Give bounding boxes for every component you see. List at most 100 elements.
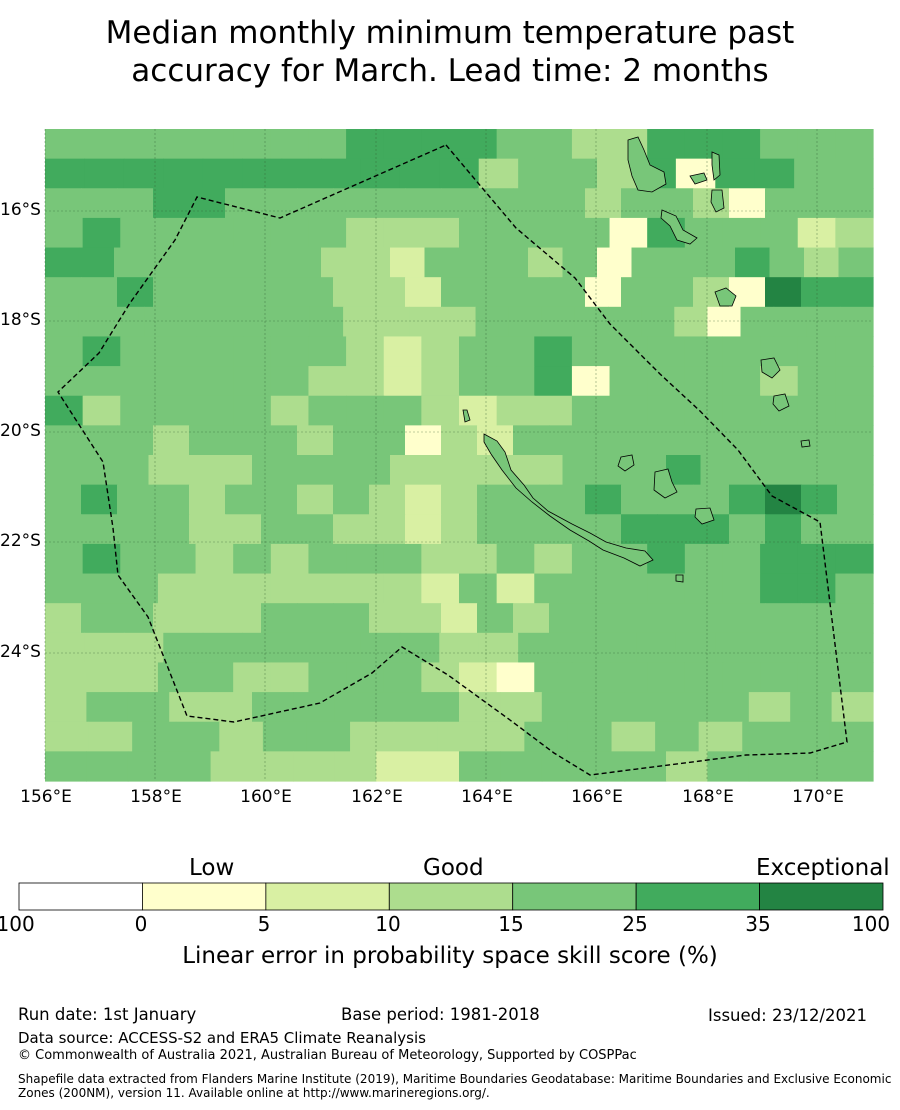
skill-cell [513, 425, 550, 456]
skill-cell [621, 425, 658, 456]
skill-cell [297, 603, 334, 634]
skill-cell [225, 425, 262, 456]
skill-cell [839, 306, 874, 338]
skill-cell [534, 395, 573, 426]
skill-cell [45, 662, 84, 693]
skill-cell [369, 603, 406, 634]
skill-cell [621, 484, 658, 515]
skill-cell [333, 188, 370, 219]
skill-cell [383, 129, 422, 160]
skill-cell [45, 188, 82, 219]
skill-cell [804, 247, 840, 278]
skill-cell [833, 632, 874, 664]
skill-cell [405, 603, 442, 634]
colorbar-tick-100: 100 [851, 912, 891, 936]
skill-cell [459, 543, 498, 575]
skill-cell [202, 632, 243, 664]
skill-cell [583, 751, 626, 782]
skill-cell [297, 425, 334, 456]
skill-cell [111, 306, 145, 338]
skill-cell [346, 395, 385, 426]
skill-cell [355, 247, 391, 278]
skill-cell [684, 662, 724, 693]
islands [462, 136, 811, 583]
skill-cell [421, 217, 460, 249]
lat-label-20: 20°S [0, 421, 41, 441]
skill-cell [376, 751, 419, 782]
skill-cell [421, 395, 460, 426]
skill-cell [281, 158, 322, 189]
skill-cell [261, 514, 298, 545]
skill-cell [700, 247, 736, 278]
skill-cell [81, 425, 118, 456]
skill-cell [459, 662, 498, 693]
skill-cell [534, 573, 573, 604]
skill-cell [153, 603, 190, 634]
skill-cell [609, 336, 648, 367]
skill-cell [321, 158, 362, 189]
vanuatu-erromango [760, 357, 781, 379]
skill-cell [534, 336, 573, 367]
lat-label-22: 22°S [0, 531, 41, 551]
skill-cell [127, 751, 170, 782]
skill-cell [390, 455, 426, 486]
lon-label-156: 156°E [20, 787, 72, 807]
skill-cell [722, 366, 761, 397]
colorbar-tick-10: 10 [375, 912, 401, 936]
skill-cell [409, 306, 444, 338]
skill-cell [722, 395, 761, 426]
skill-cell [829, 721, 874, 752]
skill-cell [480, 721, 525, 752]
skill-cell [722, 129, 761, 160]
skill-cell [707, 751, 750, 782]
skill-cell [838, 455, 874, 486]
skill-cell [684, 395, 724, 426]
skill-cell [477, 603, 514, 634]
vanuatu-island-a [711, 151, 721, 181]
skill-cell [81, 514, 118, 545]
skill-cell [117, 425, 154, 456]
skill-cell [748, 692, 791, 723]
skill-cell [79, 247, 115, 278]
skill-cell [700, 455, 736, 486]
skill-cell [508, 306, 543, 338]
skill-cell [835, 573, 874, 604]
skill-cell [45, 425, 82, 456]
skill-cell [585, 188, 622, 219]
skill-cell [500, 692, 543, 723]
skill-cell [729, 514, 766, 545]
skill-cell [571, 217, 611, 249]
skill-cell [837, 425, 874, 456]
skill-cell [513, 514, 550, 545]
skill-cell [585, 603, 622, 634]
skill-cell [333, 484, 370, 515]
skill-cell [321, 455, 357, 486]
skill-cell [383, 573, 422, 604]
skill-cell [360, 158, 401, 189]
skill-cell [297, 188, 334, 219]
skill-cell [334, 692, 377, 723]
skill-cell [794, 632, 835, 664]
skill-cell [217, 455, 253, 486]
colorbar-box [512, 882, 637, 911]
skill-cell [838, 247, 874, 278]
skill-cell [562, 455, 598, 486]
lon-label-168: 168°E [682, 787, 734, 807]
skill-cell [219, 721, 264, 752]
skill-cell [81, 277, 118, 308]
skill-cell [270, 129, 310, 160]
skill-cell [383, 336, 422, 367]
skill-cell [233, 662, 272, 693]
skill-cell [308, 217, 347, 249]
skill-cell [765, 188, 802, 219]
skill-cell [722, 573, 761, 604]
skill-cell [769, 455, 805, 486]
skill-cell [120, 573, 159, 604]
skill-cell [571, 573, 611, 604]
skill-cell [674, 306, 708, 338]
skill-cell [571, 129, 611, 160]
skill-cell [657, 603, 694, 634]
skill-cell [321, 632, 362, 664]
vanuatu-island-b [689, 172, 708, 185]
colorbar-tick-0: 0 [134, 912, 148, 936]
